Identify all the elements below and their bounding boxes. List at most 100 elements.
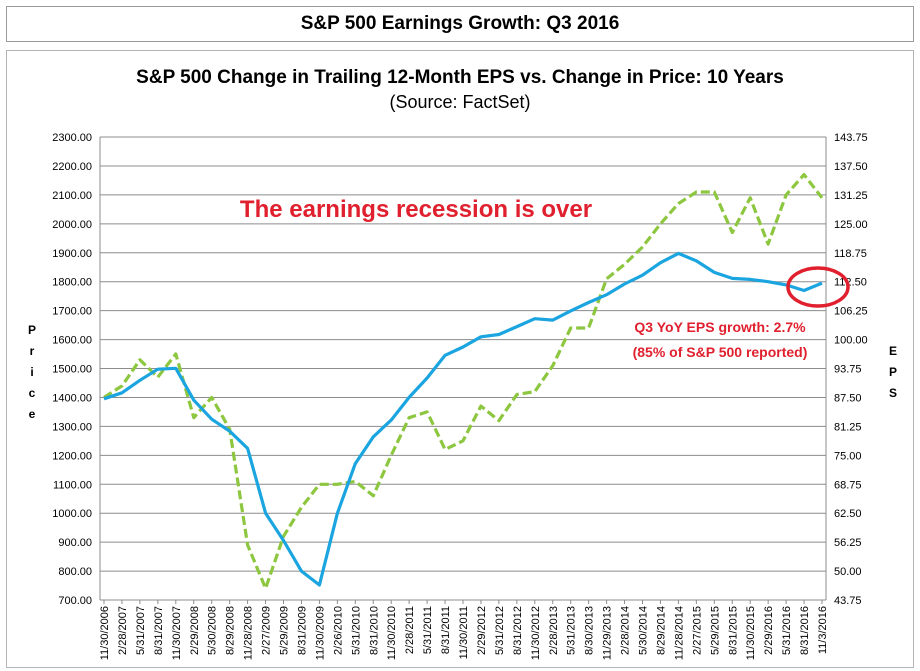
chart-title: S&P 500 Change in Trailing 12-Month EPS … bbox=[136, 67, 784, 88]
x-tick-label: 8/29/2014 bbox=[655, 606, 667, 655]
x-tick-label: 8/31/2011 bbox=[440, 606, 452, 654]
x-tick-label: 5/31/2007 bbox=[135, 606, 147, 655]
x-tick-label: 11/29/2013 bbox=[602, 606, 614, 660]
x-tick-label: 11/30/2009 bbox=[314, 606, 326, 660]
x-tick-label: 2/28/2011 bbox=[404, 606, 416, 654]
x-tick-label: 2/29/2008 bbox=[189, 606, 201, 655]
y-tick-label: 1900.00 bbox=[52, 248, 92, 260]
x-tick-label: 5/29/2009 bbox=[279, 606, 291, 655]
axis-label-char: P bbox=[889, 365, 897, 379]
x-tick-label: 2/26/2010 bbox=[332, 606, 344, 655]
y2-tick-label: 131.25 bbox=[834, 190, 868, 202]
x-tick-label: 2/28/2014 bbox=[620, 606, 632, 655]
y2-tick-label: 87.50 bbox=[834, 392, 862, 404]
x-tick-label: 8/31/2015 bbox=[727, 606, 739, 655]
y2-tick-label: 143.75 bbox=[834, 132, 868, 144]
eps-series-line bbox=[103, 251, 823, 587]
y-tick-label: 1300.00 bbox=[52, 421, 92, 433]
axis-label-char: i bbox=[30, 365, 33, 379]
x-tick-label: 5/29/2015 bbox=[709, 606, 721, 655]
x-tick-label: 2/29/2016 bbox=[763, 606, 775, 655]
x-tick-label: 8/31/2009 bbox=[296, 606, 308, 655]
annotation-growth: Q3 YoY EPS growth: 2.7% bbox=[634, 319, 806, 335]
y-tick-label: 1200.00 bbox=[52, 450, 92, 462]
x-tick-label: 8/31/2010 bbox=[368, 606, 380, 655]
y2-tick-label: 93.75 bbox=[834, 364, 862, 376]
y-tick-label: 900.00 bbox=[58, 537, 92, 549]
y2-tick-label: 100.00 bbox=[834, 335, 868, 347]
chart-frame bbox=[6, 50, 914, 668]
x-tick-label: 2/27/2009 bbox=[261, 606, 273, 655]
x-tick-label: 11/30/2012 bbox=[530, 606, 542, 660]
x-tick-label: 5/31/2011 bbox=[422, 606, 434, 654]
x-tick-label: 2/28/2007 bbox=[117, 606, 129, 655]
x-tick-label: 11/3/2016 bbox=[817, 606, 829, 654]
axis-label-char: S bbox=[889, 386, 897, 400]
y-tick-label: 700.00 bbox=[58, 595, 92, 607]
x-tick-label: 5/30/2008 bbox=[207, 606, 219, 655]
y-tick-label: 2200.00 bbox=[52, 161, 92, 173]
y2-tick-label: 50.00 bbox=[834, 566, 862, 578]
y-tick-label: 2000.00 bbox=[52, 219, 92, 231]
y2-tick-label: 75.00 bbox=[834, 450, 862, 462]
x-tick-label: 8/31/2012 bbox=[512, 606, 524, 655]
x-tick-label: 5/31/2016 bbox=[781, 606, 793, 655]
y-tick-label: 1700.00 bbox=[52, 306, 92, 318]
x-tick-label: 5/31/2013 bbox=[566, 606, 578, 655]
y2-tick-label: 137.50 bbox=[834, 161, 868, 173]
y2-tick-label: 68.75 bbox=[834, 479, 862, 491]
y2-tick-label: 112.50 bbox=[834, 277, 867, 289]
x-tick-label: 8/31/2007 bbox=[153, 606, 165, 655]
series-lines bbox=[103, 173, 824, 590]
price-series-line bbox=[103, 173, 824, 590]
annotation-reported: (85% of S&P 500 reported) bbox=[633, 344, 808, 360]
y-tick-label: 1800.00 bbox=[52, 277, 92, 289]
y-tick-label: 1000.00 bbox=[52, 508, 92, 520]
x-tick-label: 5/30/2014 bbox=[638, 606, 650, 655]
right-axis-ticks: 143.75 137.50 131.25 125.00 118.75 112.50 106.… bbox=[834, 132, 868, 607]
header-box: S&P 500 Earnings Growth: Q3 2016 bbox=[6, 6, 914, 42]
left-axis-ticks: 2300.00 2200.00 2100.00 2000.00 1900.00 1800.… bbox=[52, 132, 92, 607]
right-axis-label: EPS bbox=[889, 344, 897, 400]
highlight-circle bbox=[786, 266, 850, 308]
y-tick-label: 800.00 bbox=[58, 566, 92, 578]
y-tick-label: 1100.00 bbox=[53, 479, 92, 491]
y-tick-label: 1500.00 bbox=[52, 364, 92, 376]
axis-label-char: E bbox=[889, 344, 897, 358]
y2-tick-label: 56.25 bbox=[834, 537, 862, 549]
annotation-headline: The earnings recession is over bbox=[240, 196, 592, 223]
x-tick-label: 2/27/2015 bbox=[691, 606, 703, 655]
y2-tick-label: 125.00 bbox=[834, 219, 868, 231]
x-axis-ticks: 11/30/2006 2/28/2007 5/31/2007 8/31/2007 11/… bbox=[99, 600, 829, 660]
header-title: S&P 500 Earnings Growth: Q3 2016 bbox=[300, 13, 620, 34]
x-tick-label: 2/29/2012 bbox=[476, 606, 488, 655]
x-tick-label: 5/31/2010 bbox=[350, 606, 362, 655]
y-tick-label: 2300.00 bbox=[52, 132, 92, 144]
y2-tick-label: 118.75 bbox=[834, 248, 867, 260]
x-tick-label: 11/28/2008 bbox=[243, 606, 255, 660]
y-tick-label: 1600.00 bbox=[52, 335, 92, 347]
y-tick-label: 1400.00 bbox=[52, 392, 92, 404]
axis-label-char: e bbox=[29, 407, 36, 421]
x-tick-label: 11/30/2010 bbox=[386, 606, 398, 660]
x-tick-label: 8/30/2013 bbox=[584, 606, 596, 655]
y2-tick-label: 43.75 bbox=[834, 595, 862, 607]
x-tick-label: 8/29/2008 bbox=[225, 606, 237, 655]
x-tick-label: 11/30/2007 bbox=[171, 606, 183, 660]
y2-tick-label: 62.50 bbox=[834, 508, 862, 520]
x-tick-label: 11/30/2015 bbox=[745, 606, 757, 660]
x-tick-label: 8/31/2016 bbox=[799, 606, 811, 655]
axis-label-char: r bbox=[30, 344, 35, 358]
chart-subtitle: (Source: FactSet) bbox=[389, 92, 530, 112]
x-tick-label: 11/30/2006 bbox=[99, 606, 111, 660]
y2-tick-label: 81.25 bbox=[834, 421, 862, 433]
x-tick-label: 11/28/2014 bbox=[673, 606, 685, 660]
y2-tick-label: 106.25 bbox=[834, 306, 868, 318]
axis-label-char: P bbox=[28, 323, 36, 337]
left-axis-label: Price bbox=[28, 323, 36, 421]
y-tick-label: 2100.00 bbox=[52, 190, 92, 202]
x-tick-label: 11/30/2011 bbox=[458, 606, 470, 659]
x-tick-label: 5/31/2012 bbox=[494, 606, 506, 655]
x-tick-label: 2/28/2013 bbox=[548, 606, 560, 655]
